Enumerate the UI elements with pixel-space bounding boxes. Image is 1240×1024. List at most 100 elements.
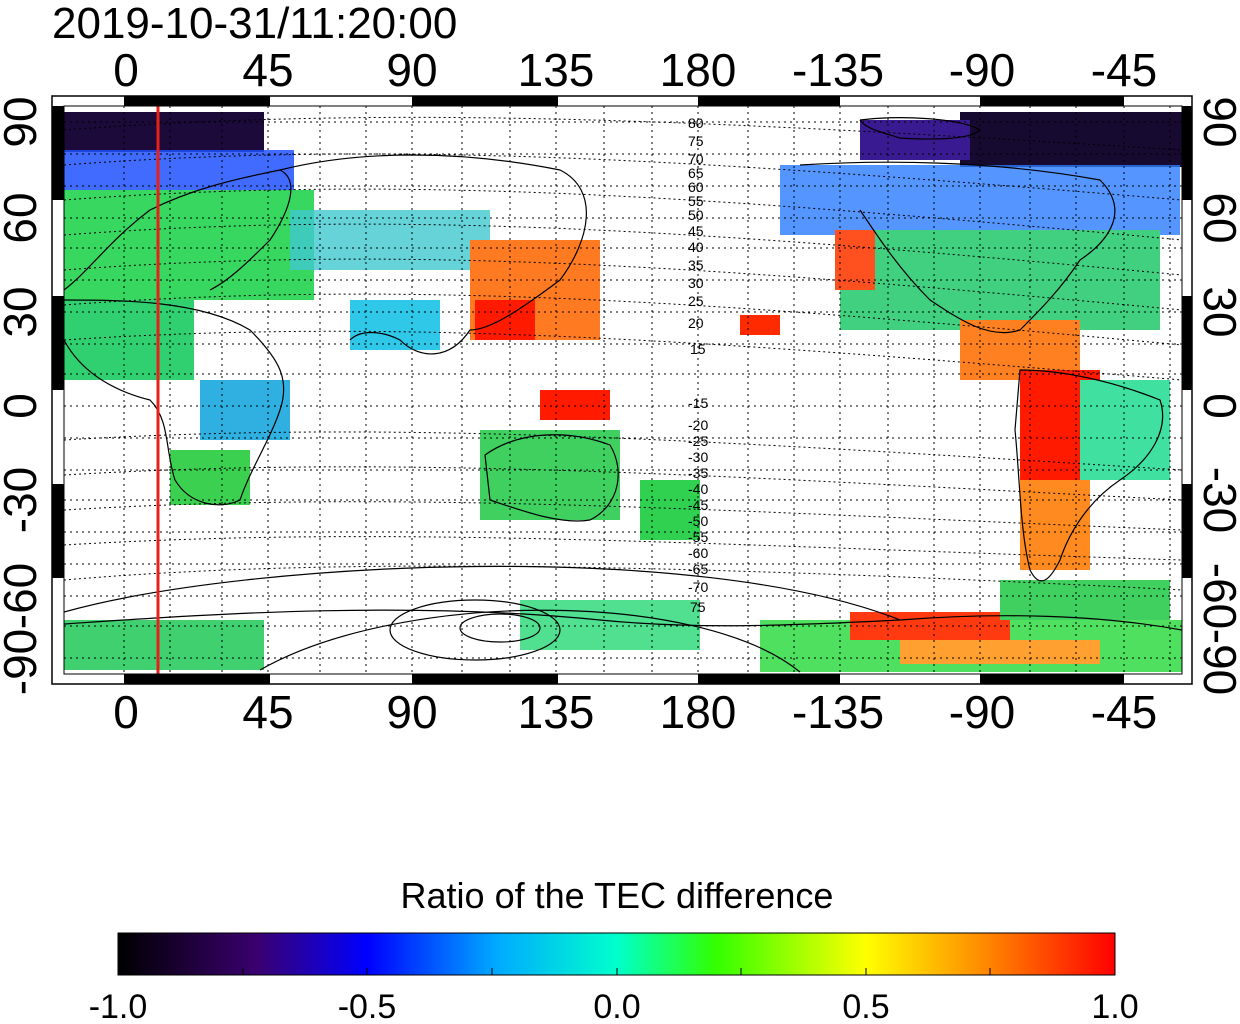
maglat-label: 25 — [688, 293, 704, 309]
tec-patch-arctic-east-b — [860, 120, 970, 160]
lat-tick-left: -30 — [0, 467, 46, 533]
maglat-label: -20 — [688, 417, 708, 433]
lat-tick-left: 0 — [0, 393, 46, 419]
frame-bar-bottom — [412, 674, 558, 684]
frame-bar-top — [698, 96, 840, 106]
maglat-label: 55 — [688, 193, 704, 209]
maglat-contour-80 — [64, 116, 1182, 151]
maglat-label: -35 — [688, 465, 708, 481]
lon-tick-bottom: 0 — [113, 686, 139, 738]
lon-tick-top: -135 — [792, 44, 884, 96]
maglat-labels: 80 75 70 65 60 55 50 45 40 35 30 25 20 1… — [688, 115, 708, 615]
tec-patch-arctic-east — [960, 112, 1182, 167]
maglat-label: -15 — [688, 395, 708, 411]
lon-tick-top: -90 — [949, 44, 1015, 96]
lat-tick-left: -90 — [0, 629, 46, 695]
maglat-label: 45 — [688, 223, 704, 239]
frame-bar-top — [980, 96, 1124, 106]
tec-patch-na-north — [780, 165, 1180, 235]
frame-bar-left — [52, 296, 64, 390]
maglat-label: -50 — [688, 513, 708, 529]
lon-tick-top: -45 — [1091, 44, 1157, 96]
lat-tick-left: 90 — [0, 96, 46, 147]
tec-patch-indonesia — [540, 390, 610, 420]
lat-tick-right: 90 — [1194, 96, 1240, 147]
pole-contour-80 — [459, 613, 541, 643]
tec-patch-australia — [480, 430, 620, 520]
maglat-label: -45 — [688, 497, 708, 513]
frame-bar-left — [52, 106, 64, 200]
colorbar-title: Ratio of the TEC difference — [401, 875, 834, 916]
frame-bar-right — [1182, 484, 1192, 578]
lon-tick-top: 90 — [386, 44, 437, 96]
lat-tick-right: -60 — [1194, 563, 1240, 629]
tec-patch-pacific-south — [1000, 580, 1170, 620]
lon-tick-bottom: -90 — [949, 686, 1015, 738]
map-panel: 80 75 70 65 60 55 50 45 40 35 30 25 20 1… — [51, 95, 1193, 685]
frame-bar-bottom — [124, 674, 270, 684]
magnetic-latitude-contours — [64, 116, 1182, 591]
maglat-label: 65 — [688, 165, 704, 181]
frame-bar-top — [124, 96, 270, 106]
colorbar-tick-label: 0.5 — [842, 988, 889, 1024]
coastline-asia — [279, 154, 587, 355]
colorbar-ticks — [117, 968, 1116, 975]
maglat-contour-20 — [64, 330, 1182, 381]
maglat-contour-m50 — [64, 536, 1182, 561]
maglat-contour-60 — [64, 188, 1182, 241]
pole-contour-70 — [64, 565, 901, 621]
pole-contour-75 — [389, 599, 561, 661]
lat-tick-left: 30 — [0, 286, 46, 337]
maglat-contour-30 — [64, 293, 1182, 346]
maglat-label: -55 — [688, 529, 708, 545]
pole-contour-outer — [259, 609, 801, 673]
tec-patch-south-america-green — [1080, 380, 1170, 480]
frame-tick-bars — [52, 96, 1192, 684]
tec-patch-south-africa — [170, 450, 250, 505]
tec-patch-africa-north — [64, 300, 194, 380]
maglat-label: 75 — [688, 133, 704, 149]
lon-tick-top: 180 — [660, 44, 737, 96]
lon-tick-top: 135 — [518, 44, 595, 96]
frame-bar-left — [52, 484, 64, 578]
maglat-label: 50 — [688, 207, 704, 223]
tec-patch-europe — [64, 190, 314, 300]
colorbar-tick-label: -0.5 — [338, 988, 397, 1024]
frame-bar-bottom — [980, 674, 1124, 684]
coastline-africa — [64, 299, 285, 506]
colorbar-tick-label: 0.0 — [593, 988, 640, 1024]
lon-tick-bottom: 180 — [660, 686, 737, 738]
maglat-label: -70 — [688, 579, 708, 595]
tec-patch-na-coast-red — [835, 230, 875, 290]
maglat-contour-m30 — [64, 466, 1182, 501]
lat-tick-right: -30 — [1194, 467, 1240, 533]
south-pole-contours — [64, 565, 901, 673]
frame-bar-top — [412, 96, 558, 106]
lat-tick-right: 0 — [1194, 393, 1240, 419]
graticule — [64, 106, 1182, 674]
tec-patch-arctic-west-b — [64, 150, 294, 190]
lat-tick-left: 60 — [0, 192, 46, 243]
lon-tick-top: 45 — [242, 44, 293, 96]
lon-tick-bottom: -45 — [1091, 686, 1157, 738]
coastline-south-america — [1014, 369, 1164, 582]
lat-tick-right: 60 — [1194, 192, 1240, 243]
colorbar-tick-label: 1.0 — [1091, 988, 1138, 1024]
lon-tick-bottom: 90 — [386, 686, 437, 738]
maglat-label: 60 — [688, 179, 704, 195]
tec-patch-southern-ocean-west — [64, 620, 264, 670]
tec-patch-africa-central — [200, 380, 290, 440]
maglat-label: 80 — [688, 115, 704, 131]
tec-patch-antarctic-orange — [900, 640, 1100, 664]
lon-tick-top: 0 — [113, 44, 139, 96]
maglat-label: -65 — [688, 561, 708, 577]
lat-tick-left: -60 — [0, 563, 46, 629]
lon-axis-top: 0 45 90 135 180 -135 -90 -45 — [113, 44, 1157, 96]
maglat-label: 70 — [688, 151, 704, 167]
tec-patch-india — [350, 300, 440, 350]
lat-axis-right: 90 60 30 0 -30 -60 -90 — [1194, 96, 1240, 695]
tec-patch-small-red — [740, 315, 780, 335]
maglat-label: 30 — [688, 275, 704, 291]
maglat-label: -30 — [688, 449, 708, 465]
